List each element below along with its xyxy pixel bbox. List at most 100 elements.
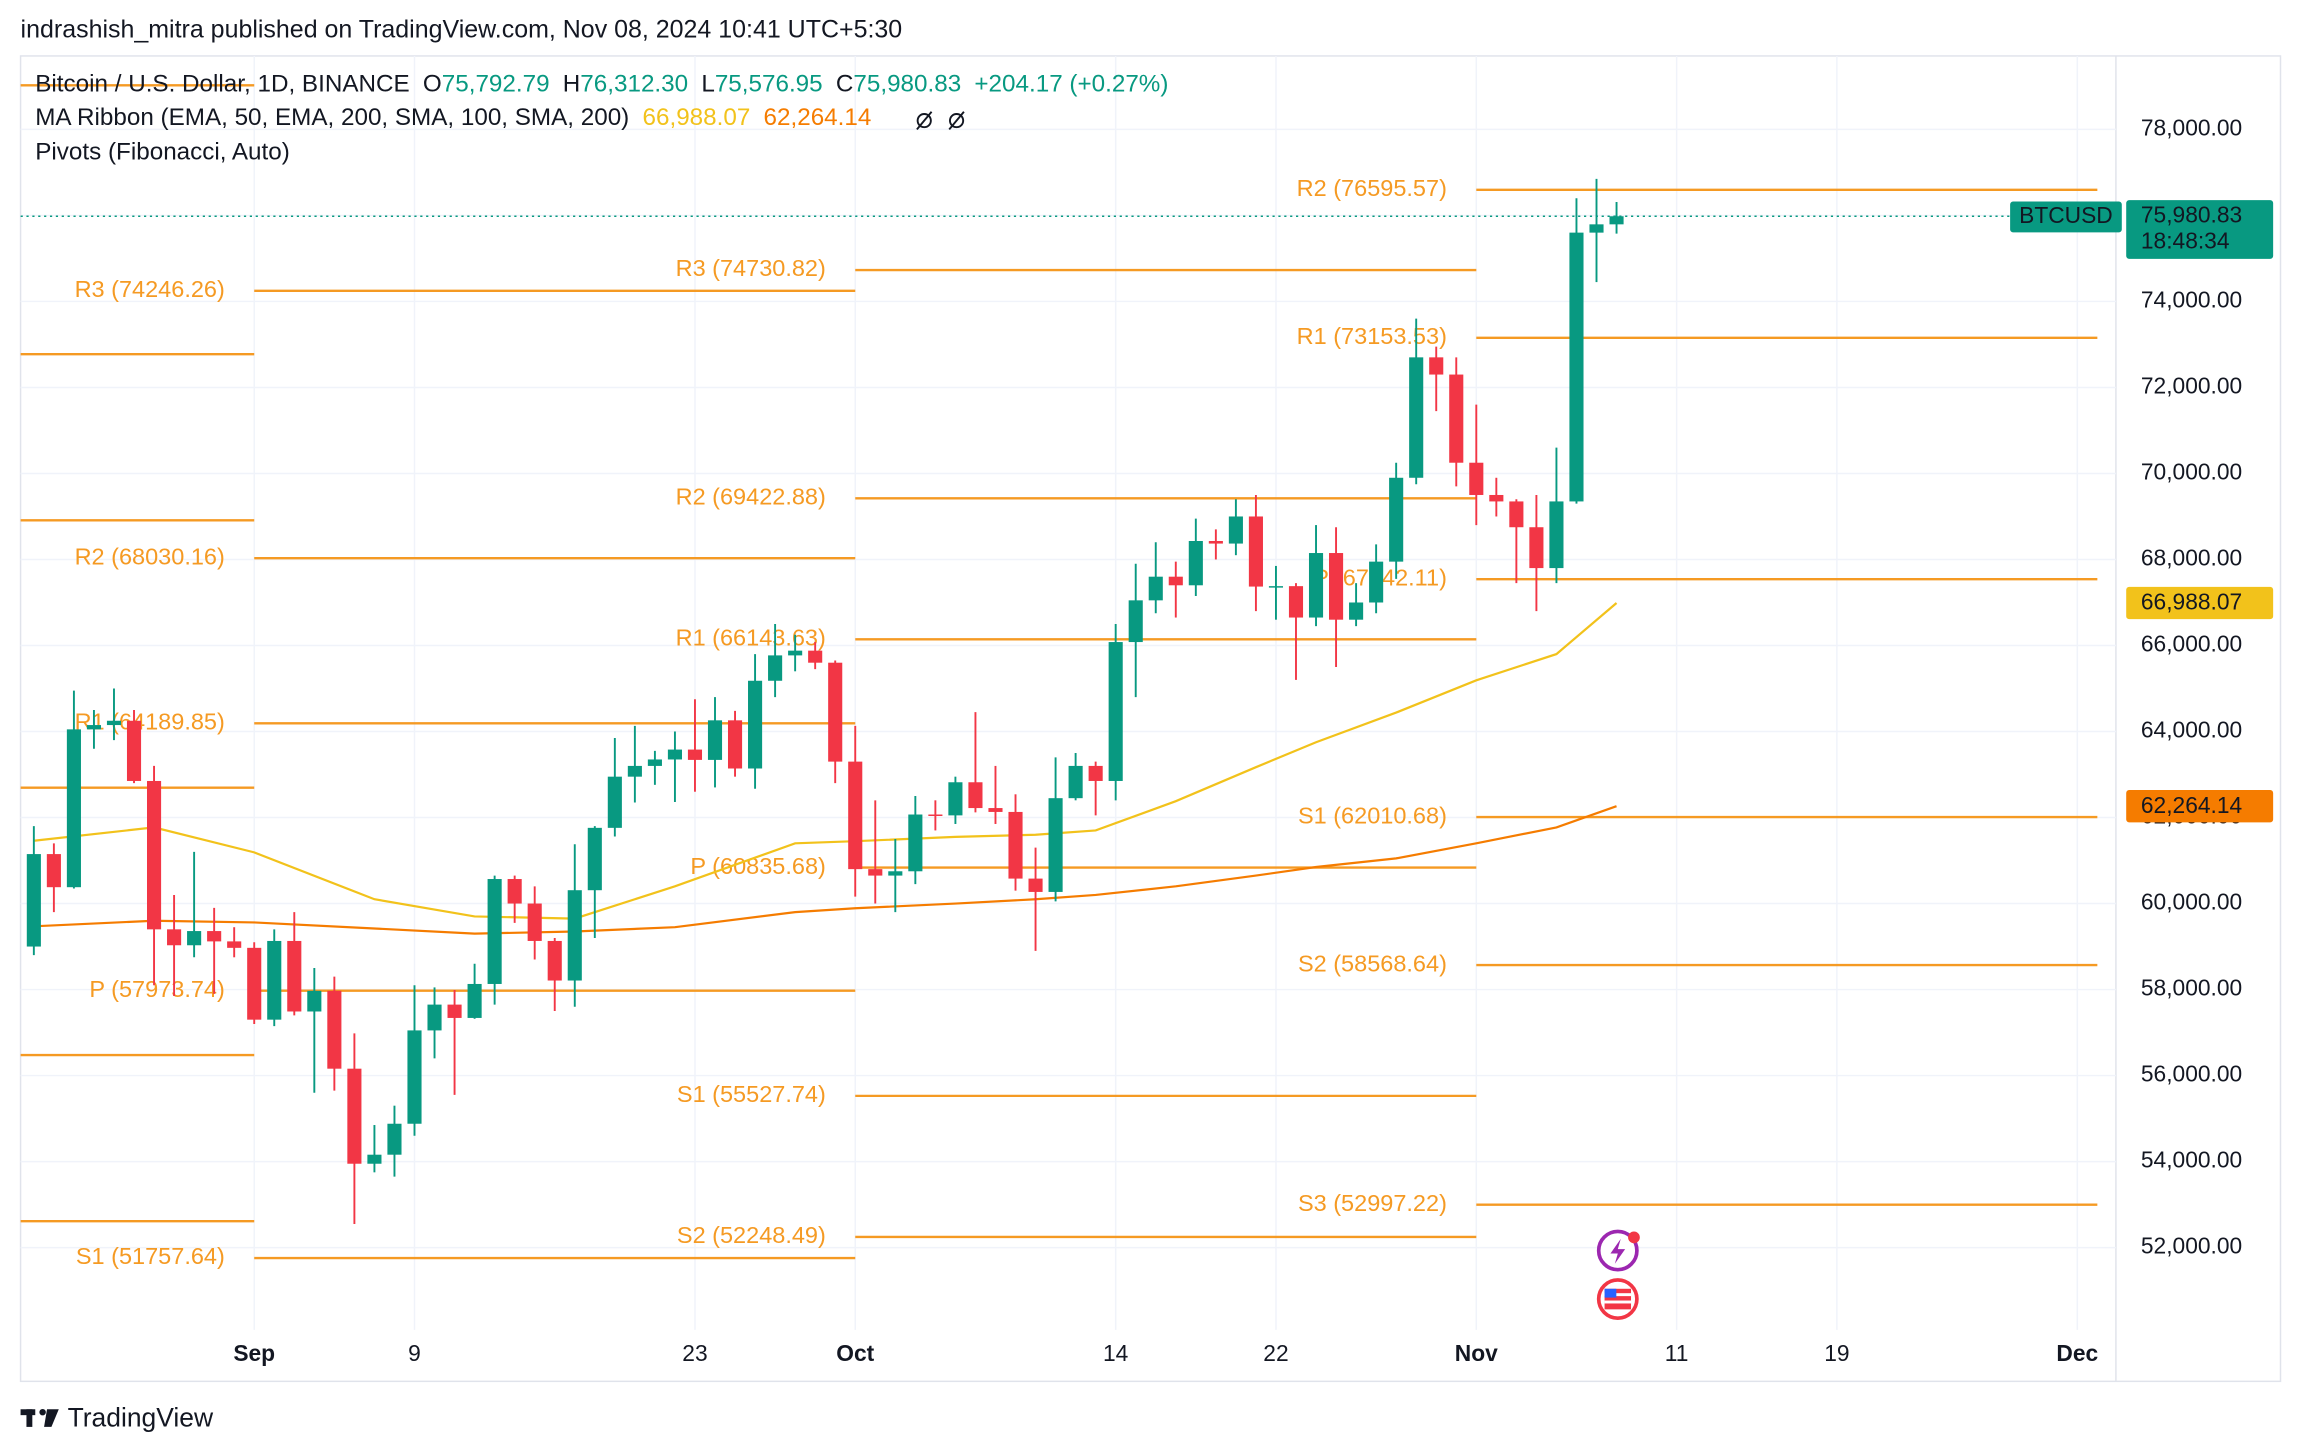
x-tick-label: 9: [408, 1340, 421, 1366]
candle-body: [748, 680, 763, 769]
candle-body: [247, 947, 262, 1020]
plot-pane: R3 (74246.26) R2 (68030.16) R1 (64189.85) P…: [20, 84, 2116, 1269]
x-tick-label: 23: [682, 1340, 707, 1366]
grid: [20, 55, 2116, 1330]
candle-body: [307, 990, 322, 1012]
candle-body: [207, 931, 222, 942]
candle-body: [1469, 462, 1484, 495]
candle-body: [367, 1154, 382, 1164]
candle-body: [768, 655, 783, 681]
candle-body: [407, 1030, 422, 1124]
y-tick-label: 72,000.00: [2141, 372, 2242, 398]
candle-body: [1088, 765, 1103, 781]
candle-body: [828, 662, 843, 762]
pivot-label: R3 (74246.26): [75, 276, 225, 302]
pivot-label: S2 (58568.64): [1298, 950, 1447, 976]
candle-body: [1549, 501, 1564, 569]
legend-key: C: [836, 71, 854, 98]
pivot-label: R2 (76595.57): [1297, 175, 1447, 201]
candle-body: [1168, 576, 1183, 586]
candle-body: [227, 941, 242, 948]
candle-body: [848, 761, 863, 870]
candle-body: [26, 854, 41, 947]
candle-body: [1268, 586, 1284, 588]
x-tick-label: Nov: [1455, 1340, 1498, 1366]
y-tick-label: 68,000.00: [2141, 545, 2242, 571]
pivot-label: S3 (52997.22): [1298, 1190, 1447, 1216]
x-tick-label: Oct: [836, 1340, 874, 1366]
candle-body: [1148, 576, 1163, 601]
candle-body: [1369, 561, 1384, 603]
ma-line: [33, 805, 1617, 935]
candle-body: [1589, 224, 1604, 233]
candle-body: [587, 827, 602, 891]
candle-body: [1028, 878, 1043, 892]
ticker-label: BTCUSD: [2019, 202, 2113, 228]
candle-body: [1208, 540, 1223, 544]
candle-body: [267, 940, 282, 1020]
candle-body: [507, 879, 522, 904]
legend-key: O: [423, 71, 442, 98]
candle-body: [1409, 357, 1424, 478]
pivot-label: S1 (55527.74): [677, 1081, 826, 1107]
pivot-label: R3 (74730.82): [676, 255, 826, 281]
x-tick-label: 11: [1665, 1340, 1689, 1366]
candle-body: [106, 720, 122, 726]
candle-body: [607, 776, 622, 828]
y-tick-label: 56,000.00: [2141, 1061, 2242, 1087]
legend-value: 76,312.30: [580, 71, 688, 98]
candle-body: [968, 782, 983, 809]
candle-body: [126, 720, 142, 781]
candle-body: [427, 1004, 442, 1031]
legend-value: 75,980.83: [853, 71, 961, 98]
candle-body: [467, 983, 482, 1018]
candle-body: [928, 814, 943, 816]
price-tag-label: 75,980.83: [2141, 201, 2242, 227]
countdown-label: 18:48:34: [2141, 228, 2230, 254]
candle-body: [808, 650, 823, 663]
candle-body: [1329, 553, 1344, 620]
candle-body: [1128, 600, 1143, 643]
ma-tag: [2126, 790, 2274, 823]
legend-row: Bitcoin / U.S. Dollar, 1D, BINANCE O75,79…: [35, 71, 1168, 98]
candle-body: [788, 650, 803, 656]
candle-body: [1489, 494, 1504, 502]
pivot-label: R2 (69422.88): [676, 483, 826, 509]
candle-body: [287, 940, 302, 1012]
candle-body: [327, 990, 342, 1069]
legend-key: L: [701, 71, 714, 98]
x-tick-label: 19: [1824, 1340, 1849, 1366]
candle-body: [1609, 216, 1624, 225]
chart-frame: [19, 55, 2282, 1383]
ma-tag-label: 62,264.14: [2141, 792, 2242, 818]
candle-body: [1288, 586, 1304, 618]
candle-body: [908, 814, 923, 872]
ma-line: [33, 602, 1618, 920]
candle-body: [1228, 516, 1243, 544]
candle-body: [1308, 553, 1324, 618]
candle-body: [447, 1004, 462, 1018]
candle-body: [687, 749, 703, 760]
candle-body: [1529, 527, 1544, 569]
ma-tag: [2126, 586, 2274, 620]
x-tick-label: 22: [1263, 1340, 1288, 1366]
legend-icons: [916, 111, 965, 131]
candle-body: [868, 869, 883, 876]
event-icons: [1596, 1229, 1640, 1320]
legend-key: H: [563, 71, 581, 98]
candle-body: [527, 903, 542, 941]
candle-body: [667, 749, 682, 760]
candle-body: [647, 759, 662, 766]
candle-body: [1008, 811, 1023, 879]
y-tick-label: 78,000.00: [2141, 114, 2242, 140]
ticker-tag: [2010, 201, 2122, 233]
x-tick-label: Sep: [233, 1340, 275, 1366]
candle-body: [1449, 374, 1464, 463]
pivot-label: R1 (73153.53): [1297, 323, 1447, 349]
candle-body: [46, 854, 61, 888]
pivot-label: P (57973.74): [89, 976, 224, 1002]
candle-body: [1429, 357, 1444, 375]
